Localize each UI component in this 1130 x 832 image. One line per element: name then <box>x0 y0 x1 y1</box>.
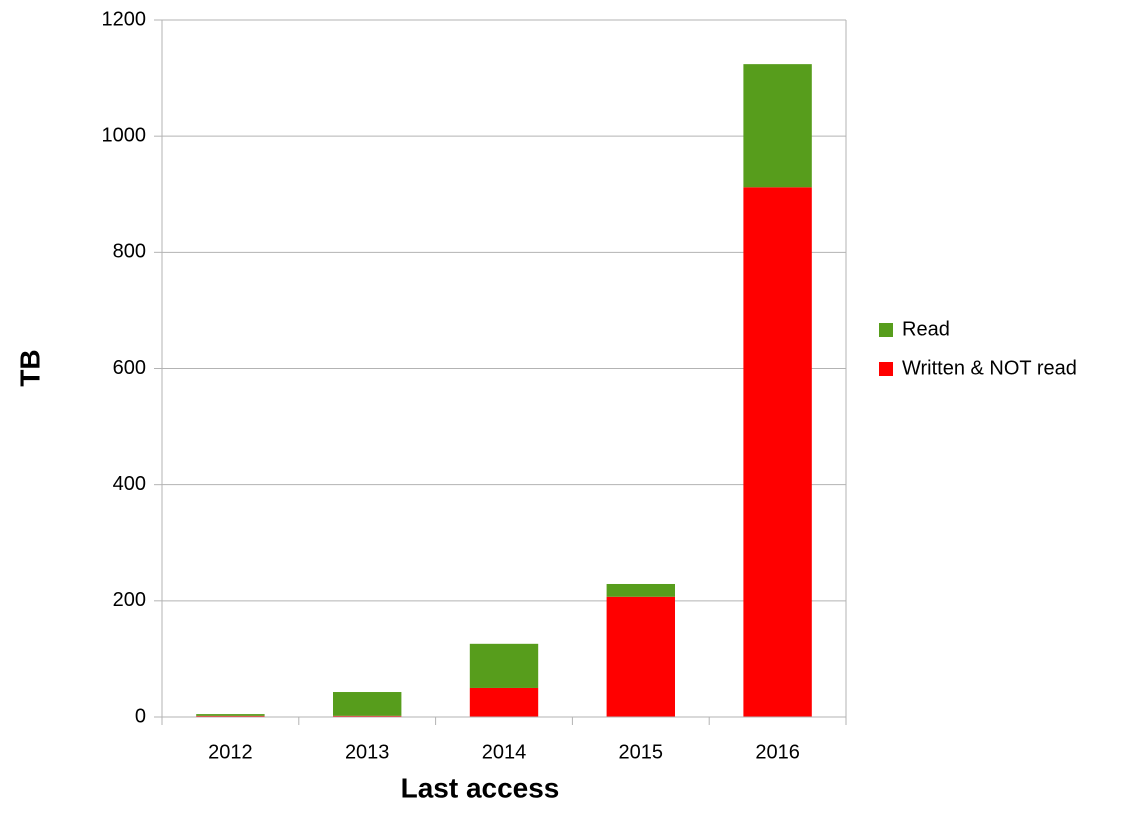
x-tick-label: 2012 <box>208 741 253 763</box>
x-tick-label: 2014 <box>482 741 527 763</box>
y-tick-label: 0 <box>135 705 146 727</box>
y-tick-label: 400 <box>113 473 146 495</box>
x-tick-label: 2016 <box>755 741 800 763</box>
y-tick-label: 600 <box>113 357 146 379</box>
y-tick-label: 1200 <box>102 8 147 30</box>
bar-segment <box>743 187 812 717</box>
bar-segment <box>606 596 675 717</box>
y-tick-label: 1000 <box>102 124 147 146</box>
bar-segment <box>606 583 675 597</box>
legend-label: Read <box>902 318 950 340</box>
legend-swatch <box>879 323 893 337</box>
legend-label: Written & NOT read <box>902 357 1077 379</box>
bar-segment <box>333 692 402 716</box>
bar-segment <box>469 643 539 688</box>
bar-segment <box>469 687 539 717</box>
bar-segment <box>196 715 265 717</box>
y-axis-title: TB <box>14 349 45 386</box>
y-tick-label: 800 <box>113 241 146 263</box>
bar-segment <box>333 715 402 717</box>
x-tick-label: 2013 <box>345 741 390 763</box>
legend-swatch <box>879 362 893 376</box>
x-tick-label: 2015 <box>619 741 664 763</box>
x-axis-title: Last access <box>401 772 560 803</box>
bar-segment <box>196 714 265 716</box>
bar-segment <box>743 64 812 188</box>
y-tick-label: 200 <box>113 589 146 611</box>
